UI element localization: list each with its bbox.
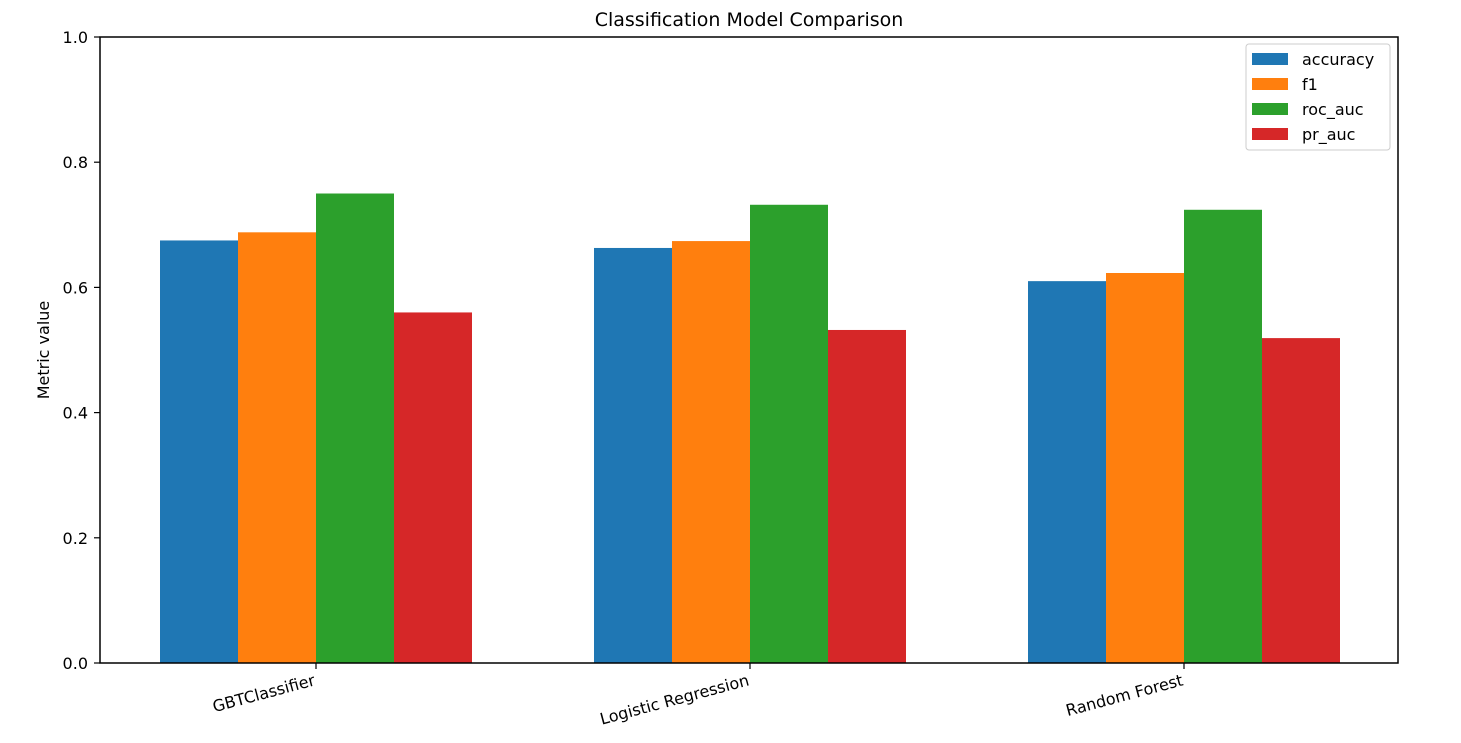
legend-label-accuracy: accuracy [1302, 50, 1374, 69]
x-tick-label: GBTClassifier [210, 670, 317, 716]
plot-area [99, 36, 1399, 664]
legend: accuracy f1 roc_auc pr_auc [1245, 43, 1391, 151]
y-tick-label: 0.2 [63, 529, 88, 548]
bar-accuracy-2 [1028, 281, 1106, 663]
y-axis-ticks: 0.0 0.2 0.4 0.6 0.8 1.0 [63, 28, 100, 673]
y-tick-label: 0.8 [63, 153, 88, 172]
legend-box [1245, 43, 1391, 151]
bar-f1-0 [238, 232, 316, 663]
legend-swatch-accuracy [1252, 53, 1288, 65]
legend-swatch-roc_auc [1252, 103, 1288, 115]
plot-frame [99, 36, 1399, 664]
x-axis-ticks: GBTClassifier Logistic Regression Random F… [210, 663, 1185, 729]
bar-accuracy-0 [160, 240, 238, 663]
chart-title: Classification Model Comparison [595, 9, 904, 31]
y-axis-label: Metric value [34, 301, 53, 400]
y-tick-label: 0.0 [63, 654, 88, 673]
y-tick-label: 0.4 [63, 404, 88, 423]
legend-swatch-pr_auc [1252, 128, 1288, 140]
x-tick-label: Logistic Regression [598, 671, 751, 729]
bar-pr_auc-0 [394, 312, 472, 663]
bar-f1-1 [672, 241, 750, 664]
bar-roc_auc-0 [316, 193, 394, 663]
legend-swatch-f1 [1252, 78, 1288, 90]
legend-label-f1: f1 [1302, 75, 1318, 94]
legend-label-roc_auc: roc_auc [1302, 100, 1364, 120]
bar-f1-2 [1106, 273, 1184, 663]
bar-pr_auc-1 [828, 329, 906, 663]
bar-roc_auc-1 [750, 204, 828, 663]
bar-roc_auc-2 [1184, 209, 1262, 663]
y-tick-label: 0.6 [63, 278, 88, 297]
bar-pr_auc-2 [1262, 338, 1340, 663]
bar-accuracy-1 [594, 247, 672, 663]
y-tick-label: 1.0 [63, 28, 88, 47]
x-tick-label: Random Forest [1064, 671, 1185, 721]
legend-label-pr_auc: pr_auc [1302, 125, 1355, 145]
